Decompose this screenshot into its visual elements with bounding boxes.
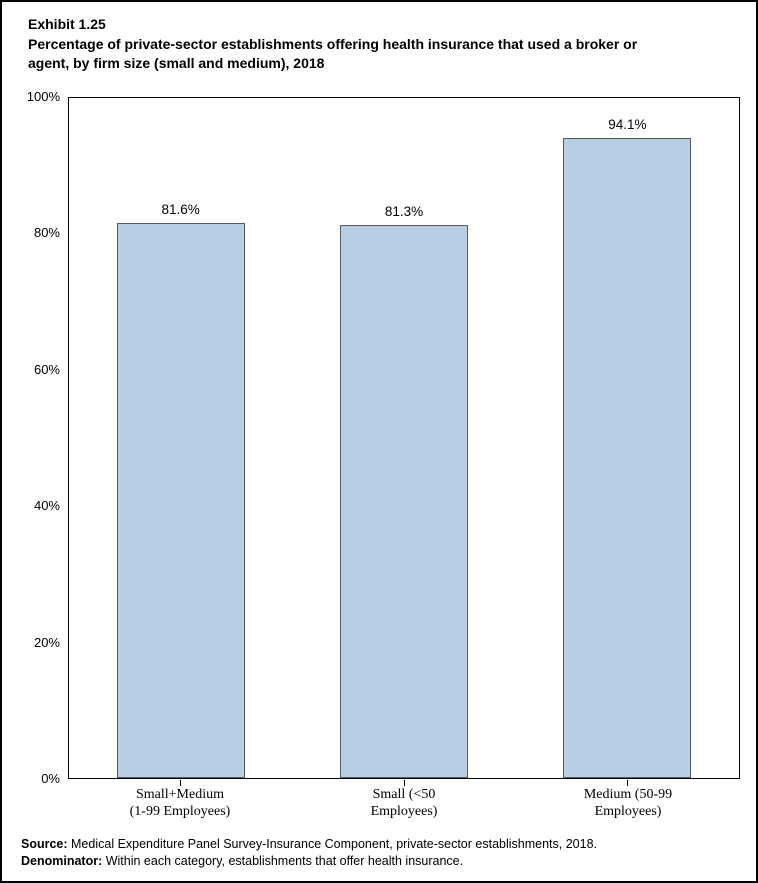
denominator-label: Denominator: xyxy=(21,854,103,868)
x-category-label: Small+Medium (1-99 Employees) xyxy=(129,787,231,819)
plot-area: 81.6% 81.3% 94.1% xyxy=(68,97,740,786)
bar xyxy=(116,223,245,778)
chart-title: Percentage of private-sector establishme… xyxy=(28,35,638,72)
x-tick-mark xyxy=(626,780,628,786)
x-category-label: Small (<50 Employees) xyxy=(370,787,438,819)
y-tick-label: 40% xyxy=(33,498,60,514)
source-label: Source: xyxy=(21,837,68,851)
source-text: Medical Expenditure Panel Survey-Insuran… xyxy=(67,837,597,851)
exhibit-label: Exhibit 1.25 xyxy=(28,16,106,32)
denominator-note: Denominator: Within each category, estab… xyxy=(21,853,741,870)
x-tick-mark xyxy=(403,780,405,786)
source-note: Source: Medical Expenditure Panel Survey… xyxy=(21,836,741,853)
x-axis-labels: Small+Medium (1-99 Employees) Small (<50 … xyxy=(68,786,740,826)
y-axis-labels: 0% 20% 40% 60% 80% 100% xyxy=(2,89,60,786)
y-tick-label: 20% xyxy=(33,634,60,650)
bar-value-label: 94.1% xyxy=(608,117,647,133)
x-tick-mark xyxy=(180,780,182,786)
y-tick-label: 100% xyxy=(26,89,60,104)
title-block: Exhibit 1.25 Percentage of private-secto… xyxy=(28,15,740,74)
y-tick-label: 0% xyxy=(41,771,60,786)
bar xyxy=(563,138,692,778)
bar-value-label: 81.3% xyxy=(384,204,424,220)
footer-notes: Source: Medical Expenditure Panel Survey… xyxy=(21,836,741,870)
bar xyxy=(340,225,468,778)
y-tick-label: 80% xyxy=(33,225,60,241)
denominator-text: Within each category, establishments tha… xyxy=(102,854,464,868)
bar-value-label: 81.6% xyxy=(161,202,200,218)
x-category-label: Medium (50-99 Employees) xyxy=(583,787,673,819)
y-tick-label: 60% xyxy=(33,361,60,377)
